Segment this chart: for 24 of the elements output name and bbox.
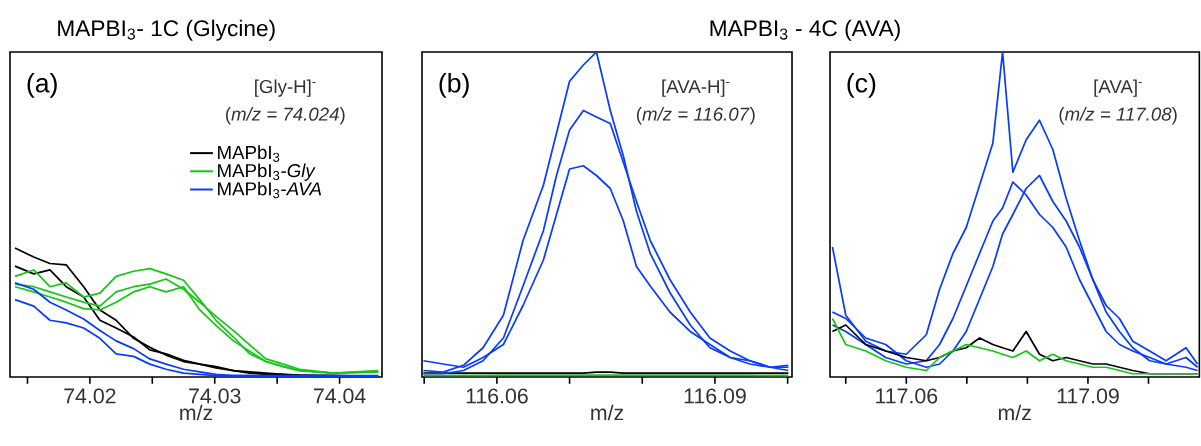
x-axis-title: m/z	[998, 404, 1031, 421]
annotation: [AVA]$^{-}$	[1094, 79, 1142, 97]
annotation: (m/z = 116.07)	[636, 107, 755, 125]
x-tick-label: 74.02	[64, 388, 116, 404]
legend-label: MAPbI$_{3}$-Gly	[218, 163, 316, 181]
x-tick-label: 74.04	[313, 388, 366, 404]
annotation: [AVA-H]$^{-}$	[662, 79, 730, 97]
chart-title: MAPBI$_{3}$ - 4C (AVA)	[710, 19, 900, 41]
legend-label: MAPbI$_{3}$	[218, 145, 280, 162]
chart-title: MAPBI$_{3}$- 1C (Glycine)	[58, 19, 275, 41]
text: (a)	[27, 72, 57, 98]
x-axis-title: m/z	[180, 404, 213, 421]
text: [Gly-H]$^{-}$	[255, 79, 316, 97]
annotation: (m/z = 117.08)	[1059, 107, 1177, 125]
x-axis-title: m/z	[591, 404, 624, 421]
x-tick-label: 74.03	[189, 388, 241, 404]
x-tick-label: 116.06	[466, 388, 528, 404]
annotation: (c)	[847, 72, 876, 98]
text: (m/z = 74.024)	[226, 107, 345, 125]
x-tick-label: 117.06	[876, 388, 938, 404]
x-tick-label: 116.09	[684, 388, 746, 404]
annotation: (b)	[439, 72, 469, 98]
legend-label: MAPbI$_{3}$-AVA	[218, 181, 322, 199]
x-tick-label: 117.09	[1057, 388, 1119, 404]
